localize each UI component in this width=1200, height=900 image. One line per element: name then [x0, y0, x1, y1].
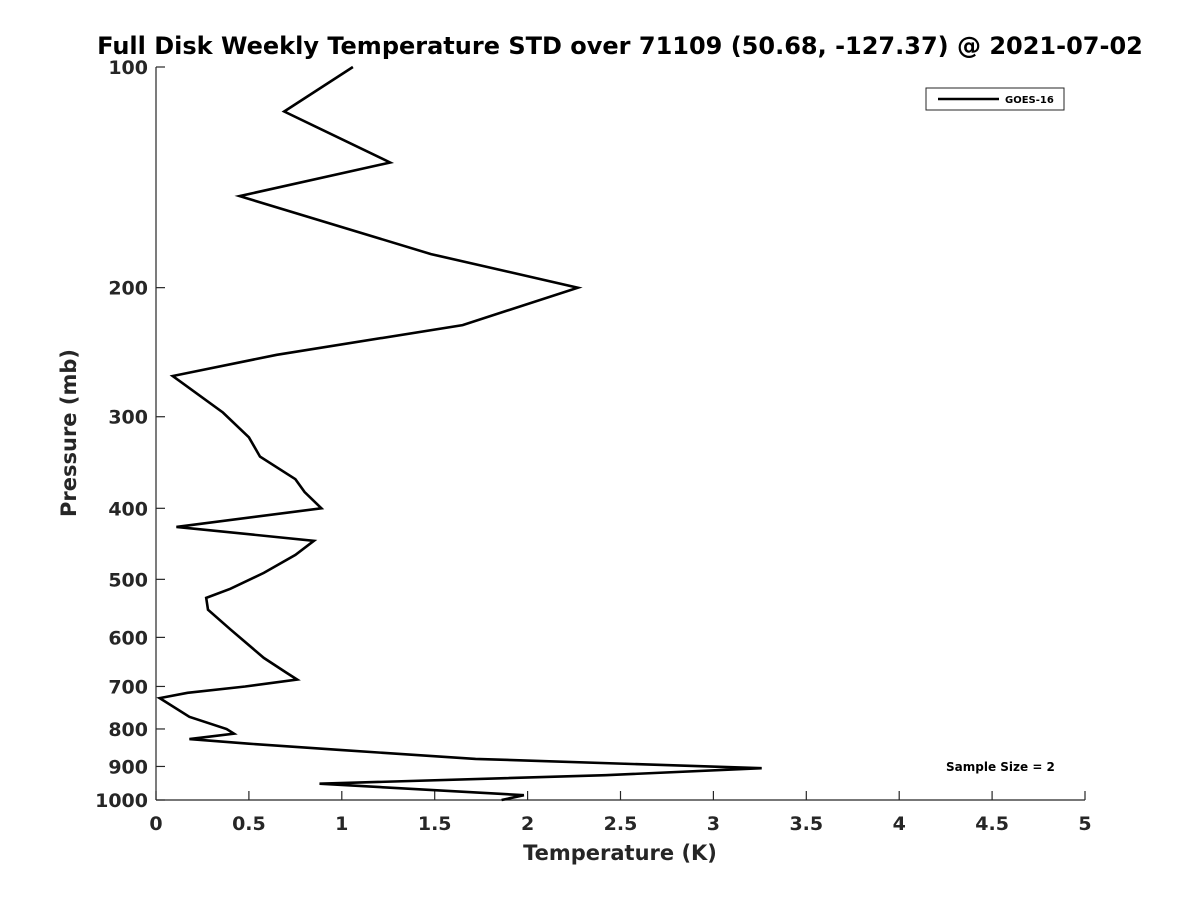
legend: GOES-16	[925, 87, 1065, 111]
y-tick-label: 300	[108, 407, 148, 429]
series-layer	[156, 65, 762, 802]
y-tick-label: 200	[108, 278, 148, 300]
chart-title: Full Disk Weekly Temperature STD over 71…	[97, 32, 1143, 60]
x-tick-label: 2	[521, 813, 534, 835]
x-tick-label: 1.5	[418, 813, 452, 835]
y-tick-label: 400	[108, 498, 148, 520]
x-tick-label: 4	[893, 813, 906, 835]
y-tick-label: 100	[108, 57, 148, 79]
sample-size-note: Sample Size = 2	[946, 760, 1055, 774]
legend-label-goes16: GOES-16	[1005, 95, 1054, 106]
x-tick-label: 2.5	[604, 813, 638, 835]
y-axis-ticks: 100 200 300 400 500 600 700 800 900 1000	[95, 57, 165, 812]
x-tick-label: 5	[1078, 813, 1091, 835]
y-tick-label: 600	[108, 627, 148, 649]
y-tick-label: 700	[108, 676, 148, 698]
x-axis-label: Temperature (K)	[523, 841, 717, 865]
y-tick-label: 1000	[95, 790, 148, 812]
y-tick-label: 800	[108, 719, 148, 741]
y-axis-label: Pressure (mb)	[57, 349, 81, 517]
x-tick-label: 3	[707, 813, 720, 835]
x-tick-label: 1	[335, 813, 348, 835]
x-tick-label: 0.5	[232, 813, 266, 835]
y-tick-label: 900	[108, 756, 148, 778]
y-tick-label: 500	[108, 569, 148, 591]
series-line-goes-16	[156, 65, 762, 802]
x-tick-label: 3.5	[789, 813, 823, 835]
x-axis-ticks: 0 0.5 1 1.5 2 2.5 3 3.5 4 4.5 5	[149, 791, 1092, 835]
x-tick-label: 0	[149, 813, 162, 835]
x-tick-label: 4.5	[975, 813, 1009, 835]
